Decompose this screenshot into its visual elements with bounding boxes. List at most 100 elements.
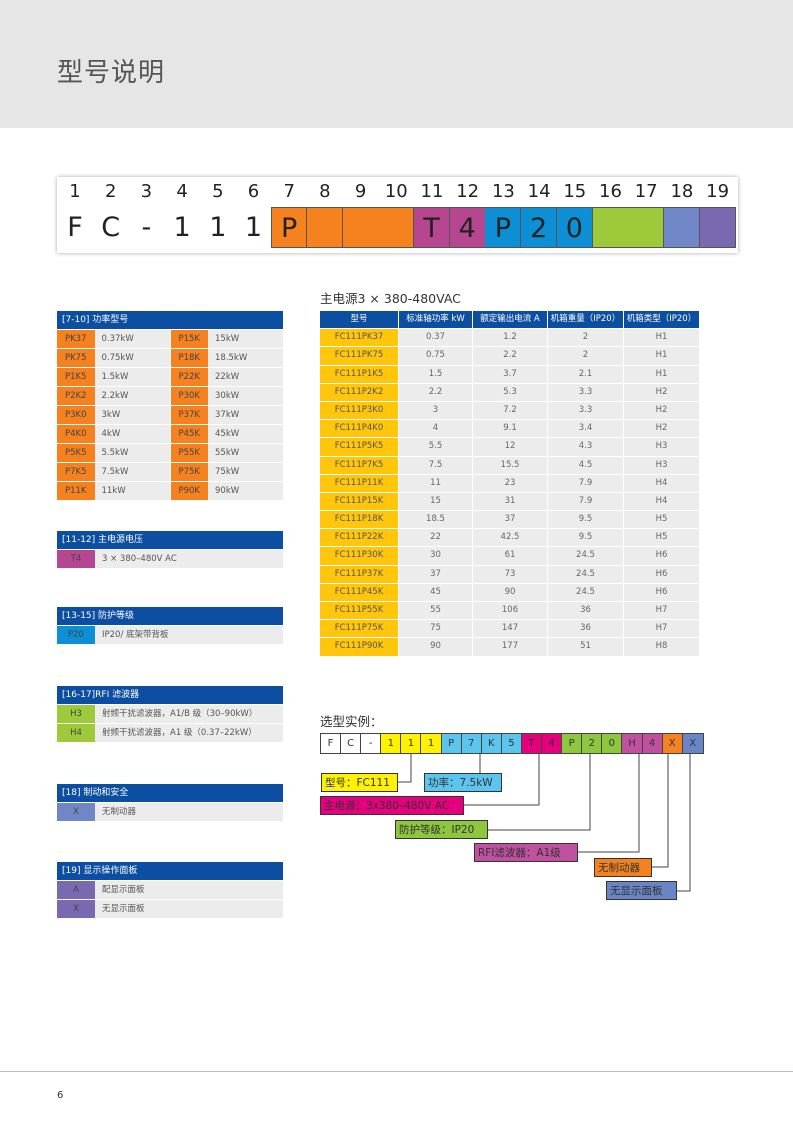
- option-table: [16-17]RFI 滤波器 H3 射频干扰滤波器，A1/B 级（30–90kW） H…: [57, 686, 283, 742]
- option-value: 5.5kW: [94, 444, 170, 462]
- option-value: 22kW: [208, 368, 283, 386]
- table-cell: 15: [399, 492, 472, 511]
- connector-line: [464, 753, 540, 806]
- column-header: 机箱重量（IP20）: [548, 311, 623, 329]
- table-cell: H6: [624, 547, 699, 565]
- table-row: FC111PK75 0.75 2.2 2 H1: [320, 347, 699, 365]
- table-row: FC111P30K 30 61 24.5 H6: [320, 547, 699, 565]
- table-cell: 31: [473, 492, 547, 511]
- table-cell: FC111P5K5: [320, 438, 398, 456]
- table-cell: 177: [473, 638, 547, 656]
- table-row: P7K5 7.5kW P75K 75kW: [57, 463, 283, 481]
- example-code-cell: 1: [381, 734, 402, 753]
- table-row: FC111P45K 45 90 24.5 H6: [320, 583, 699, 601]
- option-value: 75kW: [208, 463, 283, 481]
- option-code: PK75: [57, 349, 95, 367]
- option-value: 1.5kW: [94, 368, 170, 386]
- example-code-cell: P: [441, 734, 462, 753]
- table-row: H4 射频干扰滤波器，A1 级（0.37–22kW）: [57, 724, 283, 742]
- column-header: 额定输出电流 A: [473, 311, 547, 329]
- table-cell: 90: [473, 583, 547, 601]
- option-code: P37K: [170, 406, 208, 424]
- option-table-header: [13-15] 防护等级: [57, 607, 283, 625]
- position-number: 4: [176, 181, 188, 202]
- example-code-cell: 4: [542, 734, 563, 753]
- table-cell: 51: [548, 638, 623, 656]
- position-number: 6: [247, 181, 260, 202]
- option-value: IP20/ 底架带背板: [102, 630, 169, 640]
- table-cell: H5: [624, 529, 699, 547]
- table-cell: FC111P2K2: [320, 383, 398, 401]
- option-value: 11kW: [94, 482, 170, 500]
- option-code: H4: [57, 724, 95, 742]
- table-cell: FC111P55K: [320, 602, 398, 620]
- option-value: 0.75kW: [94, 349, 170, 367]
- table-cell: 3: [399, 401, 472, 420]
- option-code: P4K0: [57, 425, 95, 443]
- code-cell: 1: [244, 212, 263, 243]
- example-code-cell: X: [662, 734, 683, 753]
- table-cell: 9.1: [473, 420, 547, 438]
- option-value: 射频干扰滤波器，A1/B 级（30–90kW）: [102, 709, 258, 719]
- position-number: 9: [354, 181, 367, 202]
- position-number: 18: [670, 181, 694, 202]
- position-number: 1: [69, 181, 81, 202]
- connector-line: [652, 753, 669, 868]
- table-row: FC111P22K 22 42.5 9.5 H5: [320, 529, 699, 547]
- table-row: H3 射频干扰滤波器，A1/B 级（30–90kW）: [57, 705, 283, 723]
- table-cell: 4.5: [548, 456, 623, 474]
- example-label: RFI滤波器：A1级: [474, 843, 578, 862]
- table-cell: 7.2: [473, 401, 547, 420]
- table-cell: 3.7: [473, 365, 547, 383]
- spec-table: 型号 标准轴功率 kW 额定输出电流 A 机箱重量（IP20） 机箱类型（IP20） FC…: [320, 311, 699, 657]
- table-cell: 55: [399, 602, 472, 620]
- example-code-cell: 4: [642, 734, 663, 753]
- table-cell: 37: [473, 511, 547, 529]
- table-cell: 0.75: [399, 347, 472, 365]
- table-cell: 24.5: [548, 583, 623, 601]
- code-cell: 4: [449, 207, 486, 248]
- table-cell: 2.2: [399, 383, 472, 401]
- table-cell: 4: [399, 420, 472, 438]
- position-number: 13: [491, 181, 515, 202]
- position-number: 15: [563, 181, 587, 202]
- code-cell: P: [271, 207, 308, 248]
- table-row: FC111P11K 11 23 7.9 H4: [320, 474, 699, 492]
- table-cell: 75: [399, 620, 472, 638]
- table-cell: 30: [399, 547, 472, 565]
- position-number: 5: [212, 181, 224, 202]
- table-row: P11K 11kW P90K 90kW: [57, 482, 283, 500]
- table-cell: 23: [473, 474, 547, 492]
- table-row: A 配显示面板: [57, 881, 283, 899]
- table-cell: FC111P3K0: [320, 401, 398, 420]
- column-header: 型号: [320, 311, 398, 329]
- table-cell: 24.5: [548, 565, 623, 583]
- position-number: 11: [420, 181, 444, 202]
- table-cell: 2.2: [473, 347, 547, 365]
- code-cell: [699, 207, 736, 248]
- table-cell: FC111P30K: [320, 547, 398, 565]
- page-number: 6: [57, 1090, 64, 1101]
- table-row: FC111P90K 90 177 51 H8: [320, 638, 699, 656]
- example-label: 无显示面板: [606, 881, 677, 900]
- option-value: 3 × 380–480V AC: [102, 554, 177, 564]
- position-number: 17: [634, 181, 658, 202]
- position-number: 3: [140, 181, 153, 202]
- option-value: 45kW: [208, 425, 283, 443]
- option-code: X: [57, 900, 95, 918]
- table-cell: H6: [624, 583, 699, 601]
- table-row: FC111P55K 55 106 36 H7: [320, 602, 699, 620]
- table-cell: 3.3: [548, 401, 623, 420]
- code-cell: 1: [173, 212, 191, 243]
- table-cell: FC111P7K5: [320, 456, 398, 474]
- table-row: PK75 0.75kW P18K 18.5kW: [57, 349, 283, 367]
- code-cell: [306, 207, 343, 248]
- position-number: 19: [706, 181, 730, 202]
- table-cell: 5.5: [399, 438, 472, 456]
- example-title: 选型实例：: [320, 714, 383, 729]
- code-cell: [592, 207, 629, 248]
- table-row: FC111P18K 18.5 37 9.5 H5: [320, 511, 699, 529]
- table-cell: 61: [473, 547, 547, 565]
- code-cell: T: [414, 207, 450, 248]
